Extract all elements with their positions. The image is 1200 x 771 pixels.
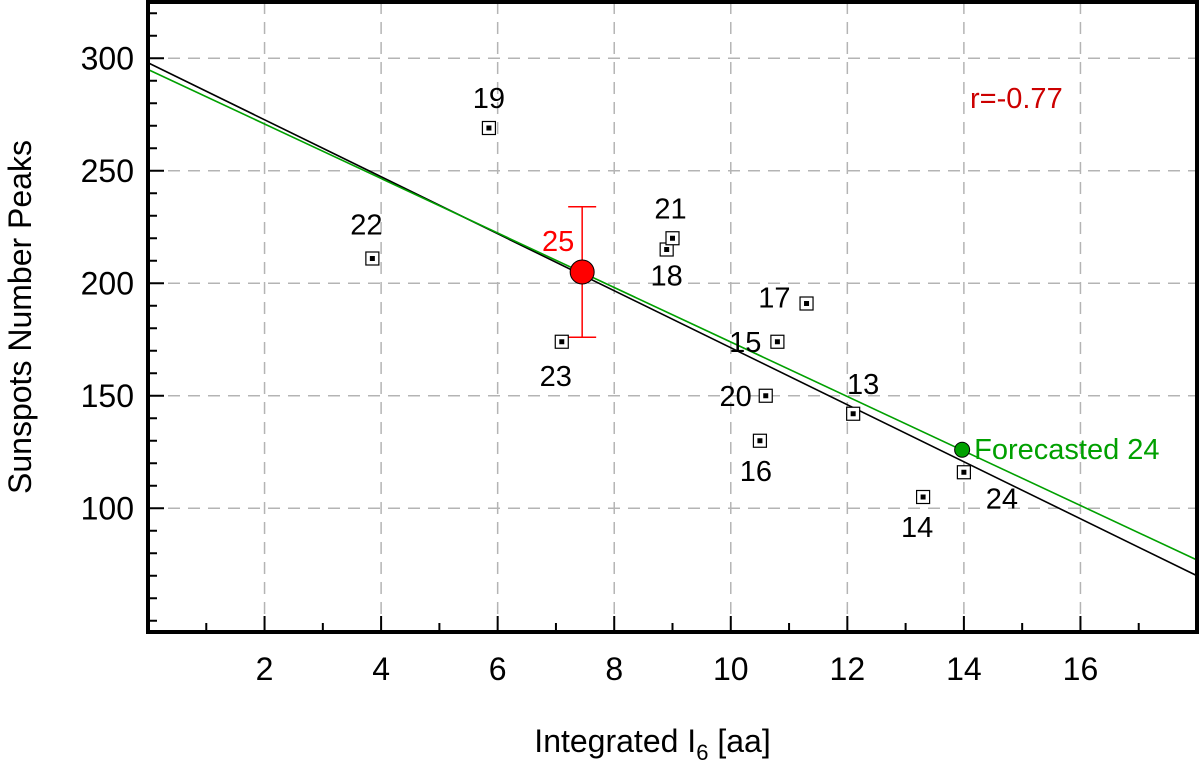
regression-line — [147, 68, 1198, 561]
y-tick-label: 150 — [81, 378, 134, 414]
data-point-core — [961, 469, 967, 475]
grid-lines — [148, 2, 1197, 632]
x-tick-label: 14 — [946, 651, 982, 687]
data-point-core — [804, 301, 810, 306]
data-point-core — [920, 494, 926, 500]
data-point-label: 23 — [540, 361, 572, 393]
plot-frame — [146, 0, 1199, 634]
data-point-core — [757, 438, 763, 444]
x-tick-label: 4 — [372, 651, 390, 687]
data-point-core — [369, 256, 375, 261]
data-point-core — [850, 411, 856, 417]
data-point-core — [486, 125, 492, 131]
correlation-annotation: r=-0.77 — [970, 83, 1063, 115]
x-tick-label: 2 — [256, 651, 274, 687]
x-tick-label: 16 — [1063, 651, 1099, 687]
data-point-core — [559, 339, 565, 345]
x-tick-label: 8 — [605, 651, 623, 687]
y-tick-label: 100 — [81, 490, 134, 526]
prediction-label: 25 — [542, 226, 574, 258]
data-point-core — [774, 339, 780, 345]
data-points: 13 14 15 16 17 18 19 20 21 22 23 24 25 Forecasted 24 — [350, 83, 1159, 544]
y-tick-label: 250 — [81, 153, 134, 189]
y-tick-label: 200 — [81, 265, 134, 301]
data-point-label: 21 — [654, 193, 686, 225]
x-axis-title-subscript: 6 — [696, 740, 708, 765]
x-tick-label: 10 — [713, 651, 749, 687]
x-axis-title-unit: [aa] — [708, 723, 770, 759]
data-point-label: 24 — [986, 483, 1018, 515]
forecast-label: Forecasted 24 — [974, 434, 1159, 466]
data-point-label: 14 — [901, 512, 933, 544]
data-point-label: 13 — [847, 369, 879, 401]
data-point-label: 15 — [729, 327, 761, 359]
forecast-marker — [954, 441, 971, 458]
data-point-label: 19 — [473, 83, 505, 115]
data-point-label: 20 — [719, 381, 751, 413]
x-axis-title-main: Integrated I — [534, 723, 696, 759]
fit-lines — [147, 62, 1198, 577]
data-point-label: 16 — [740, 456, 772, 488]
y-tick-label: 300 — [81, 40, 134, 76]
regression-line — [147, 62, 1198, 577]
data-point-core — [664, 247, 670, 252]
data-point-core — [670, 235, 675, 241]
x-axis-title: Integrated I6 [aa] — [534, 723, 770, 765]
data-point-label: 22 — [350, 210, 382, 242]
x-tick-label: 6 — [489, 651, 507, 687]
prediction-marker — [569, 259, 595, 285]
x-tick-label: 12 — [830, 651, 866, 687]
y-axis-title: Sunspots Number Peaks — [2, 140, 38, 494]
data-point-core — [763, 393, 769, 399]
data-point-label: 18 — [651, 261, 683, 293]
data-point-label: 17 — [758, 283, 790, 315]
